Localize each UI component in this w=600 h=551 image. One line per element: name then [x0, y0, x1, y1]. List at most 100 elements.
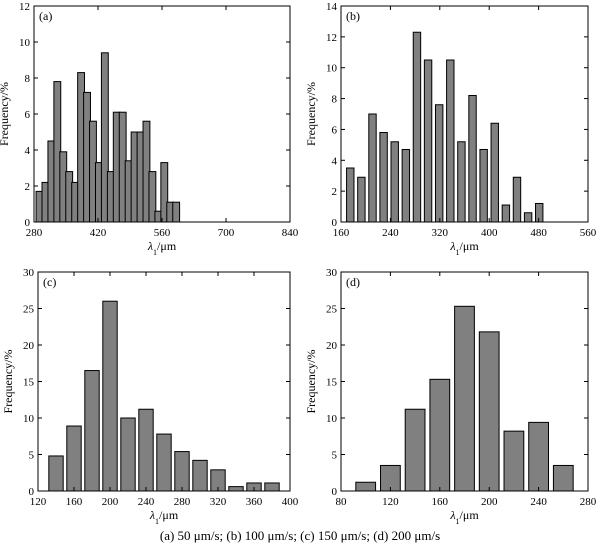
y-axis-label: Frequency/%: [304, 350, 318, 414]
y-tick-label: 8: [332, 94, 338, 106]
bar: [503, 430, 525, 492]
bar: [454, 305, 475, 492]
x-tick-label: 400: [481, 227, 498, 239]
x-tick-label: 320: [210, 496, 227, 508]
x-tick-label: 280: [580, 496, 597, 508]
bar: [512, 176, 522, 223]
y-axis-label: Frequency/%: [1, 350, 15, 414]
y-tick-label: 0: [25, 217, 31, 229]
x-tick-label: 160: [66, 496, 83, 508]
x-tick-label: 840: [282, 227, 299, 239]
chart-panel-4: 80 120 160 200 240 280 0 5 10 15 20 25 30 (d) λ1/μm Fre…: [304, 267, 597, 526]
x-axis-label: λ1/μm: [449, 239, 479, 257]
chart-panel-3: 120 160 200 240 280 320 360 400 0 5 10 15 20 25 30 (c) λ…: [1, 267, 299, 526]
y-tick-label: 10: [19, 37, 31, 49]
bar: [228, 486, 244, 492]
x-tick-label: 480: [530, 227, 547, 239]
bar: [120, 417, 136, 492]
x-tick-label: 80: [336, 496, 348, 508]
x-tick-label: 360: [246, 496, 263, 508]
bar: [174, 451, 190, 492]
bar: [357, 176, 366, 223]
x-axis-label: λ1/μm: [449, 508, 479, 526]
y-axis-label: Frequency/%: [304, 82, 318, 146]
bar: [84, 370, 100, 492]
bar: [355, 481, 377, 492]
bar: [48, 455, 64, 492]
bar: [468, 94, 477, 223]
figure-caption: (a) 50 μm/s; (b) 100 μm/s; (c) 150 μm/s;…: [159, 528, 441, 543]
bar: [379, 132, 388, 223]
bar: [172, 201, 181, 223]
y-tick-label: 15: [326, 377, 338, 389]
y-tick-label: 30: [326, 267, 338, 279]
bar: [401, 148, 411, 223]
y-tick-label: 4: [25, 145, 31, 157]
bar: [346, 167, 355, 223]
y-tick-label: 4: [332, 155, 338, 167]
y-tick-label: 5: [29, 450, 35, 462]
y-tick-label: 14: [326, 1, 338, 13]
x-tick-label: 240: [530, 496, 547, 508]
y-tick-label: 25: [23, 304, 35, 316]
bar: [156, 433, 172, 492]
x-tick-label: 160: [333, 227, 350, 239]
bar: [66, 425, 82, 492]
panel-label: (d): [346, 275, 360, 289]
x-axis-label: λ1/μm: [149, 508, 179, 526]
bar: [501, 204, 511, 223]
y-tick-label: 15: [23, 377, 35, 389]
panel-label: (a): [39, 9, 52, 23]
y-tick-label: 20: [23, 340, 35, 352]
bar: [457, 141, 466, 223]
x-axis-label: λ1/μm: [147, 239, 177, 257]
y-tick-label: 30: [23, 267, 35, 279]
y-tick-label: 6: [25, 109, 31, 121]
bar: [478, 331, 500, 492]
bar: [423, 59, 433, 223]
bar: [102, 300, 118, 492]
x-tick-label: 280: [26, 227, 43, 239]
bar: [479, 148, 488, 223]
bar: [528, 421, 549, 492]
bar: [264, 482, 280, 492]
x-tick-label: 320: [432, 227, 449, 239]
x-tick-label: 400: [282, 496, 299, 508]
bar: [404, 408, 426, 492]
x-tick-label: 200: [481, 496, 498, 508]
x-tick-label: 420: [90, 227, 107, 239]
bar: [429, 378, 451, 492]
x-tick-label: 160: [432, 496, 449, 508]
y-tick-label: 25: [326, 304, 338, 316]
x-tick-label: 240: [382, 227, 399, 239]
y-tick-label: 12: [326, 32, 337, 44]
bar: [446, 59, 455, 223]
x-tick-label: 700: [218, 227, 235, 239]
y-tick-label: 5: [332, 450, 338, 462]
bar: [434, 104, 444, 223]
plot-frame: [340, 5, 589, 223]
x-tick-label: 200: [102, 496, 119, 508]
y-tick-label: 20: [326, 340, 338, 352]
y-tick-label: 10: [326, 63, 338, 75]
y-tick-label: 0: [332, 217, 338, 229]
bar: [535, 202, 544, 223]
bar: [192, 459, 208, 492]
bar: [412, 31, 422, 223]
y-tick-label: 12: [19, 1, 30, 13]
chart-panel-2: 160 240 320 400 480 560 0 2 4 6 8 10 12 14 (b) λ1/μm Fre…: [304, 1, 597, 257]
y-tick-label: 10: [23, 413, 35, 425]
x-tick-label: 560: [154, 227, 171, 239]
y-tick-label: 8: [25, 73, 31, 85]
y-tick-label: 10: [326, 413, 338, 425]
bar: [368, 113, 377, 223]
x-tick-label: 120: [382, 496, 399, 508]
bar: [523, 212, 533, 223]
x-tick-label: 120: [30, 496, 47, 508]
y-axis-label: Frequency/%: [0, 82, 11, 146]
bar: [138, 408, 154, 492]
bar: [390, 141, 399, 223]
y-tick-label: 0: [332, 486, 338, 498]
bar: [490, 122, 499, 223]
panel-label: (c): [43, 275, 56, 289]
